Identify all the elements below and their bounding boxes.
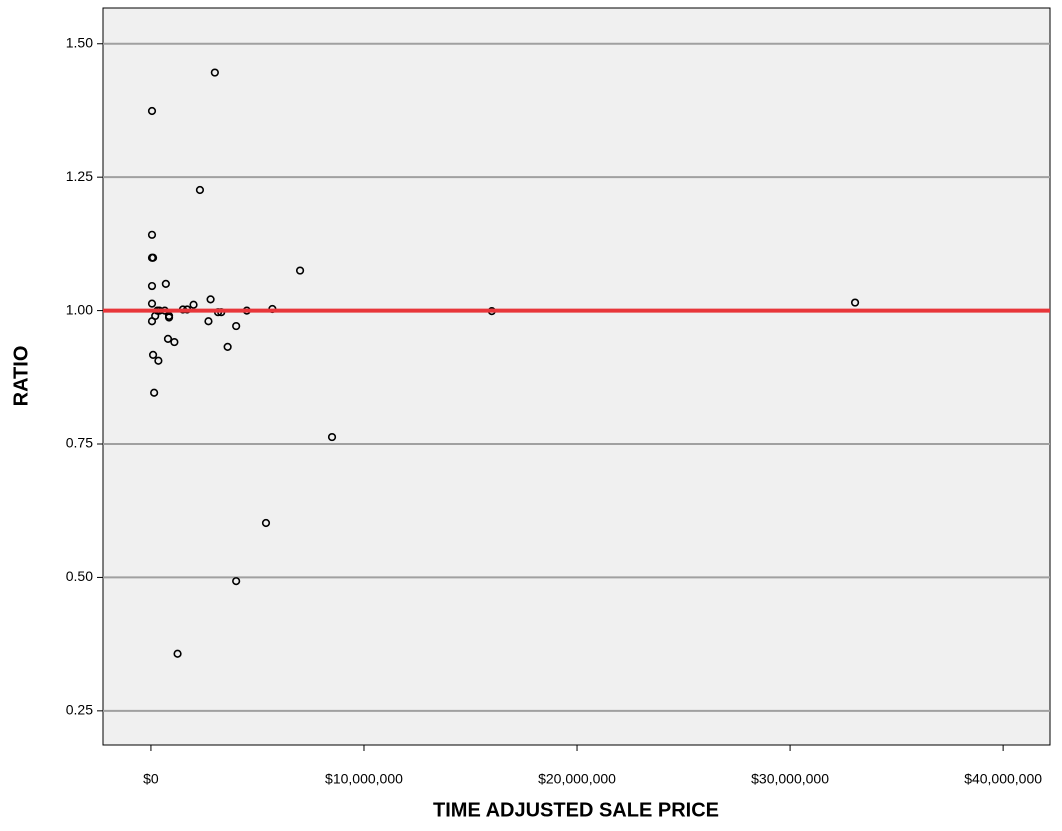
point	[164, 313, 174, 322]
x-tick-label: $30,000,000	[751, 771, 829, 787]
point	[327, 432, 337, 442]
point	[147, 317, 157, 326]
point	[232, 321, 241, 331]
point	[170, 337, 179, 347]
y-tick-label: 0.50	[66, 568, 93, 584]
point	[850, 298, 860, 307]
y-tick-label: 0.25	[66, 702, 93, 718]
point	[204, 317, 213, 326]
point	[295, 266, 305, 275]
x-tick-label: $20,000,000	[538, 771, 616, 787]
point	[147, 299, 157, 308]
point	[261, 518, 271, 528]
y-tick-label: 0.75	[66, 435, 93, 451]
y-tick-label: 1.25	[66, 168, 93, 184]
point	[223, 342, 232, 351]
x-tick-label: $10,000,000	[325, 771, 403, 787]
point	[206, 295, 215, 304]
y-tick-label: 1.50	[66, 34, 93, 50]
point	[148, 350, 158, 359]
x-tick-label: $40,000,000	[964, 771, 1042, 787]
point	[147, 230, 157, 239]
point	[154, 356, 163, 365]
point	[161, 279, 170, 289]
y-tick-label: 1.00	[66, 301, 93, 317]
y-axis-title: RATIO	[10, 346, 32, 407]
point	[232, 577, 241, 586]
point	[173, 649, 182, 658]
plot-area	[102, 7, 1051, 746]
point	[147, 106, 157, 116]
point	[195, 185, 205, 195]
x-tick-label: $0	[143, 771, 159, 787]
point	[147, 253, 157, 262]
x-axis-title: TIME ADJUSTED SALE PRICE	[433, 799, 719, 821]
point	[147, 281, 157, 291]
point	[210, 68, 219, 77]
point	[163, 334, 173, 343]
point	[150, 388, 159, 397]
point	[189, 300, 198, 309]
